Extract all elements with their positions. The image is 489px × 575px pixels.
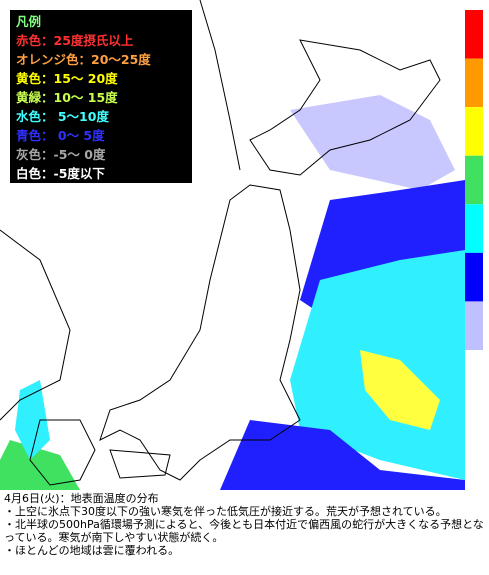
shikoku bbox=[109, 449, 171, 479]
green-patch bbox=[0, 440, 80, 490]
blue-patch-south bbox=[220, 420, 465, 490]
colorbar-swatch bbox=[465, 252, 483, 302]
yellow-patch bbox=[360, 350, 440, 430]
korea-coast bbox=[0, 229, 71, 421]
cyan-patch-west bbox=[15, 380, 50, 460]
honshu bbox=[99, 184, 301, 481]
legend-item: 灰色：-5～ 0度 bbox=[16, 147, 106, 162]
caption-line: ・北半球の500hPa循環場予測によると、今後とも日本付近で偏西風の蛇行が大きく… bbox=[4, 518, 484, 544]
map bbox=[0, 0, 483, 490]
legend-item: 赤色：25度摂氏以上 bbox=[16, 33, 134, 48]
colorbar bbox=[465, 10, 483, 350]
legend-items: 赤色：25度摂氏以上オレンジ色：20～25度 黄色：15～ 20度 黄緑：10～ 1… bbox=[16, 31, 186, 183]
colorbar-swatch bbox=[465, 58, 483, 108]
colorbar-swatch bbox=[465, 204, 483, 253]
legend-item: 白色：-5度以下 bbox=[16, 166, 105, 181]
sakhalin-coast bbox=[199, 0, 241, 171]
legend-item: オレンジ色：20～25度 bbox=[16, 52, 151, 67]
cold-patch bbox=[290, 95, 455, 190]
legend: 凡例 赤色：25度摂氏以上オレンジ色：20～25度 黄色：15～ 20度 黄緑：10… bbox=[10, 10, 192, 183]
caption-line: ・上空に氷点下30度以下の強い寒気を伴った低気圧が接近する。荒天が予想されている… bbox=[4, 505, 447, 518]
legend-item: 青色： 0～ 5度 bbox=[16, 128, 105, 143]
kyushu bbox=[29, 419, 96, 486]
caption-line: ・ほとんどの地域は雲に覆われる。 bbox=[4, 544, 180, 557]
legend-item: 黄緑：10～ 15度 bbox=[16, 90, 118, 105]
legend-title: 凡例 bbox=[16, 14, 42, 29]
legend-item: 水色： 5～10度 bbox=[16, 109, 109, 124]
caption-heading: 4月6日(火)：地表面温度の分布 bbox=[4, 492, 159, 505]
legend-item: 黄色：15～ 20度 bbox=[16, 71, 118, 86]
hokkaido bbox=[249, 39, 441, 176]
colorbar-swatch bbox=[465, 155, 483, 205]
caption-lines: ・上空に氷点下30度以下の強い寒気を伴った低気圧が接近する。荒天が予想されている… bbox=[4, 505, 486, 557]
caption: 4月6日(火)：地表面温度の分布 ・上空に氷点下30度以下の強い寒気を伴った低気… bbox=[4, 492, 486, 557]
colorbar-swatch bbox=[465, 10, 483, 59]
colorbar-swatch bbox=[465, 107, 483, 156]
colorbar-swatch bbox=[465, 301, 483, 350]
